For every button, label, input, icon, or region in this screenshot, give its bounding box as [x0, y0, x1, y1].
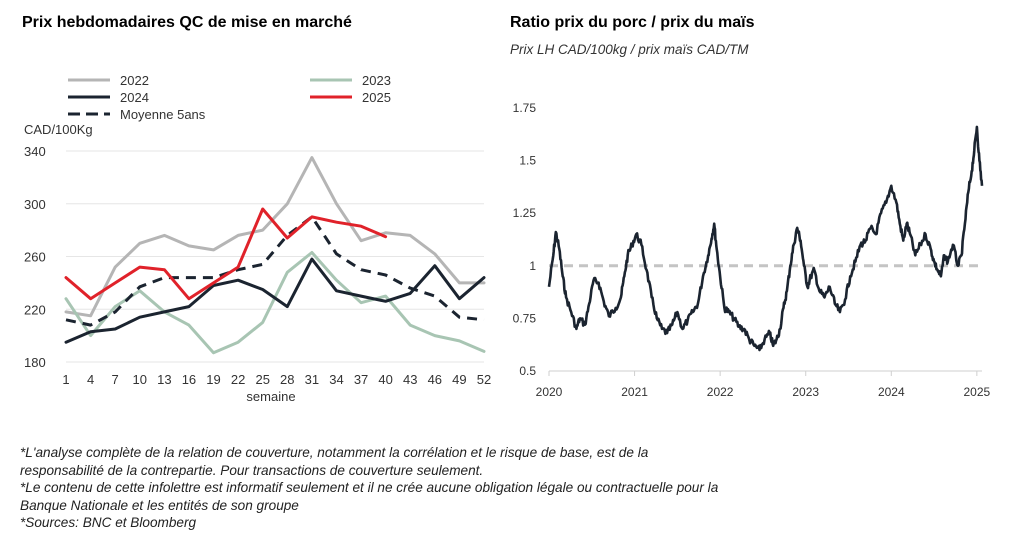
footnotes: *L'analyse complète de la relation de co…	[20, 444, 1010, 532]
footnote-line: responsabilité de la contrepartie. Pour …	[20, 462, 484, 478]
x-tick-label: 52	[477, 372, 491, 387]
x-tick-label: 2023	[792, 385, 819, 399]
y-tick-label: 0.5	[519, 364, 536, 378]
x-tick-label: 2025	[964, 385, 991, 399]
x-tick-label: 40	[378, 372, 392, 387]
x-tick-label: 46	[428, 372, 442, 387]
series-line-2025	[64, 207, 388, 301]
footnote-line: *Le contenu de cette infolettre est info…	[20, 480, 719, 495]
legend-label: 2025	[362, 90, 391, 105]
series-line-2024	[64, 257, 486, 344]
y-unit-label: CAD/100Kg	[24, 122, 93, 137]
weekly-price-chart: CAD/100Kg 340 300 260 220 180 1 4 7 10 13 16 19 22 25 2…	[24, 73, 491, 404]
x-tick-label: 31	[305, 372, 319, 387]
y-tick-label: 1.25	[513, 206, 537, 220]
left-chart-title: Prix hebdomadaires QC de mise en marché	[22, 14, 352, 31]
x-tick-label: 43	[403, 372, 417, 387]
y-tick-label: 260	[24, 250, 46, 265]
x-tick-label: 37	[354, 372, 368, 387]
y-tick-label: 340	[24, 144, 46, 159]
legend-label: 2024	[120, 90, 149, 105]
y-tick-label: 180	[24, 355, 46, 370]
x-tick-label: 34	[329, 372, 343, 387]
series-line-2022	[64, 156, 486, 318]
x-tick-label: 16	[182, 372, 196, 387]
right-chart-subtitle: Prix LH CAD/100kg / prix maïs CAD/TM	[510, 42, 749, 57]
x-tick-label: 49	[452, 372, 466, 387]
ratio-series-line	[547, 125, 984, 352]
x-tick-label: 2020	[536, 385, 563, 399]
y-tick-label: 1.75	[513, 101, 537, 115]
right-chart-title: Ratio prix du porc / prix du maïs	[510, 14, 755, 31]
footnote-line: Banque Nationale et les entités de son g…	[20, 497, 299, 513]
x-tick-label: 2024	[878, 385, 905, 399]
y-tick-label: 1	[529, 259, 536, 273]
x-tick-label: 2022	[707, 385, 734, 399]
x-tick-label: 13	[157, 372, 171, 387]
x-tick-label: 1	[62, 372, 69, 387]
y-tick-label: 300	[24, 197, 46, 212]
y-tick-label: 220	[24, 302, 46, 317]
x-tick-label: 19	[206, 372, 220, 387]
x-tick-label: 10	[133, 372, 147, 387]
y-tick-label: 1.5	[519, 154, 536, 168]
x-tick-label: 4	[87, 372, 94, 387]
x-tick-label: 22	[231, 372, 245, 387]
x-tick-label: 2021	[621, 385, 648, 399]
x-axis-title: semaine	[246, 389, 295, 404]
x-tick-label: 28	[280, 372, 294, 387]
legend-label: Moyenne 5ans	[120, 107, 206, 122]
footnote-line: *Sources: BNC et Bloomberg	[20, 515, 197, 530]
legend-label: 2022	[120, 73, 149, 88]
x-tick-label: 25	[255, 372, 269, 387]
x-tick-label: 7	[112, 372, 119, 387]
footnote-line: *L'analyse complète de la relation de co…	[20, 445, 649, 460]
y-tick-label: 0.75	[513, 311, 537, 325]
legend-label: 2023	[362, 73, 391, 88]
